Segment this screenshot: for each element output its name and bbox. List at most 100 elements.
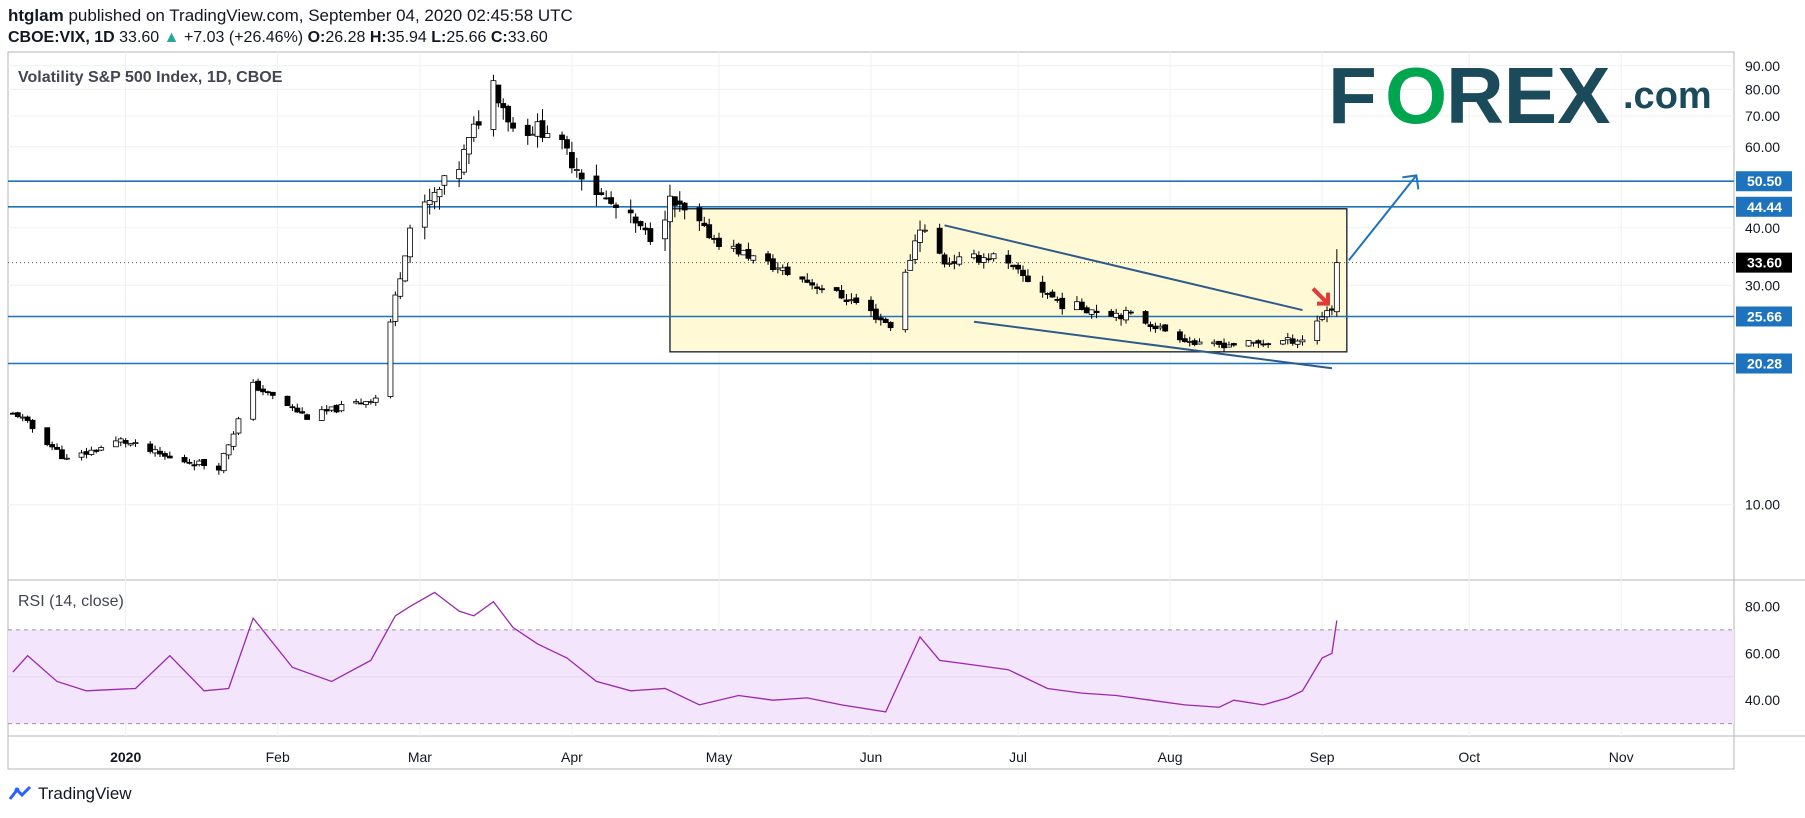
- price-label-text: 20.28: [1747, 355, 1782, 371]
- candle-body: [887, 321, 894, 329]
- change-arrow-icon: ▲: [163, 29, 180, 46]
- candle-body: [201, 458, 208, 467]
- candle-body: [956, 256, 963, 265]
- candle-body: [1230, 343, 1237, 346]
- candle-body: [838, 290, 845, 299]
- candle-body: [833, 287, 840, 291]
- consolidation-box[interactable]: [669, 208, 1348, 353]
- candle-body: [1319, 316, 1326, 320]
- candle-body: [98, 447, 105, 451]
- price-label-bg: [1736, 353, 1792, 374]
- candle-body: [1123, 310, 1129, 321]
- candle-body: [235, 418, 242, 434]
- candle-body: [299, 411, 306, 414]
- candle-body: [819, 288, 825, 291]
- open-label: O:: [307, 29, 326, 46]
- candle-body: [1088, 309, 1095, 315]
- symbol-label: CBOE:VIX, 1D: [8, 29, 115, 46]
- logo-rex: REX: [1446, 51, 1611, 140]
- candle-body: [534, 121, 541, 137]
- time-tick-label: Nov: [1609, 749, 1634, 765]
- price-label-text: 33.60: [1747, 255, 1782, 271]
- candle-body: [593, 175, 600, 195]
- close-value: 33.60: [507, 29, 548, 46]
- candle-body: [1152, 325, 1159, 330]
- candle-body: [63, 457, 70, 460]
- candle-body: [1255, 340, 1262, 344]
- candle-body: [735, 243, 742, 255]
- time-tick-label: 2020: [110, 749, 141, 765]
- candle-body: [284, 395, 291, 407]
- candle-body: [608, 197, 615, 204]
- logo-o: O: [1385, 51, 1447, 140]
- candle-body: [1020, 269, 1026, 277]
- time-axis[interactable]: 2020 Feb Mar Apr May Jun Jul Aug Sep Oct Nov: [110, 749, 1634, 765]
- candle-body: [1314, 320, 1321, 342]
- candle-body: [127, 443, 134, 446]
- candle-body: [1142, 311, 1149, 324]
- candle-body: [946, 262, 953, 265]
- candle-body: [1211, 341, 1218, 345]
- time-tick-label: Aug: [1158, 749, 1183, 765]
- price-label-text: 25.66: [1747, 308, 1782, 324]
- candle-body: [843, 299, 850, 302]
- candle-body: [573, 169, 580, 171]
- candle-body: [1049, 291, 1056, 298]
- candle-body: [59, 449, 65, 460]
- candle-body: [985, 258, 992, 261]
- price-tick-label: 40.00: [1745, 220, 1780, 236]
- candle-body: [500, 103, 507, 109]
- candle-body: [466, 137, 472, 155]
- candle-body: [809, 282, 816, 286]
- candle-body: [83, 451, 90, 455]
- candle-body: [765, 253, 771, 262]
- candle-body: [1177, 331, 1183, 341]
- candle-body: [1025, 275, 1031, 282]
- price-label-bg: [1736, 171, 1792, 192]
- price-label-bg: [1736, 252, 1792, 273]
- horizontal-levels[interactable]: [8, 180, 1734, 365]
- candle-body: [750, 255, 757, 261]
- candle-body: [1147, 324, 1154, 327]
- candle-body: [510, 122, 516, 129]
- tradingview-footer[interactable]: TradingView: [8, 784, 132, 804]
- candle-body: [524, 124, 531, 136]
- candle-body: [215, 465, 222, 471]
- price-tick-label: 30.00: [1745, 277, 1780, 293]
- candle-body: [1044, 293, 1051, 295]
- candle-body: [1226, 344, 1232, 348]
- candle-body: [912, 240, 919, 260]
- candle-body: [1093, 310, 1100, 313]
- candle-body: [367, 401, 374, 404]
- price-labels: 50.50 44.44 33.60 25.66 20.28: [1736, 171, 1792, 374]
- candle-body: [1113, 312, 1120, 318]
- candle-body: [740, 249, 747, 256]
- candle-body: [681, 202, 688, 211]
- candle-body: [225, 444, 232, 456]
- candle-body: [152, 449, 159, 454]
- candle-body: [770, 258, 776, 270]
- candle-body: [323, 409, 330, 412]
- logo-com: .com: [1623, 75, 1712, 117]
- candle-body: [1279, 340, 1286, 345]
- candle-body: [1015, 264, 1022, 270]
- price-axis[interactable]: 90.00 80.00 70.00 60.00 40.00 30.00 10.00: [1745, 58, 1780, 513]
- candle-body: [980, 257, 987, 263]
- publisher-name[interactable]: htglam: [8, 6, 64, 25]
- candle-body: [539, 120, 546, 138]
- rsi-axis[interactable]: 80.00 60.00 40.00: [1745, 598, 1780, 708]
- candle-body: [54, 446, 60, 450]
- candle-body: [1216, 340, 1223, 345]
- candle-body: [1157, 325, 1164, 329]
- trendlines[interactable]: [944, 174, 1420, 370]
- candle-body: [475, 121, 482, 126]
- publish-info: htglam published on TradingView.com, Sep…: [8, 6, 573, 26]
- rsi-band: [8, 629, 1734, 725]
- candle-body: [24, 416, 31, 421]
- candle-body: [1078, 301, 1085, 310]
- candle-body: [88, 449, 95, 455]
- candle-body: [407, 227, 413, 258]
- candle-body: [1054, 299, 1061, 301]
- candle-body: [971, 253, 977, 259]
